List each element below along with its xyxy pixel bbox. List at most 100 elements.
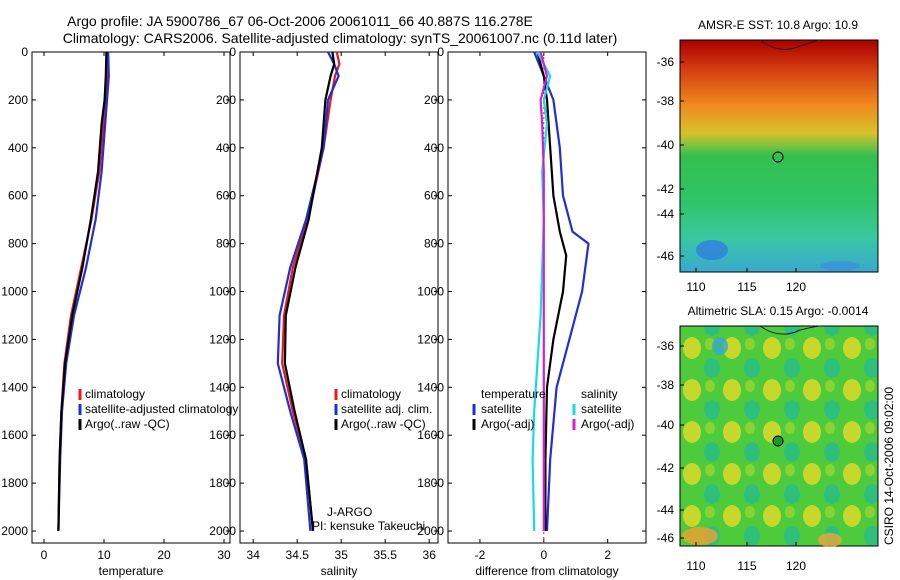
map-y-tick-label: -46	[657, 531, 675, 545]
y-tick-label: 1800	[209, 476, 236, 490]
legend-label: satellite-adjusted climatology	[85, 402, 238, 416]
sla-map-title: Altimetric SLA: 0.15 Argo: -0.0014	[688, 304, 869, 318]
y-tick-label: 0	[437, 45, 444, 59]
sla-map: Altimetric SLA: 0.15 Argo: -0.0014 -36 -3…	[657, 304, 896, 573]
annotation: J-ARGO	[327, 505, 372, 519]
legend-label: climatology	[85, 387, 145, 401]
legend-label: temperature	[481, 387, 546, 401]
legend-label: climatology	[341, 387, 401, 401]
series-line-climatology	[281, 51, 341, 532]
sla-warm-patch	[818, 533, 842, 547]
legend-label: Argo(..raw -QC)	[85, 417, 170, 431]
map-x-tick-label: 120	[786, 280, 806, 294]
map-y-tick-label: -38	[657, 378, 675, 392]
map-x-tick-label: 110	[686, 280, 705, 294]
plot-frame	[31, 51, 231, 544]
legend-label: Argo(..raw -QC)	[341, 417, 426, 431]
y-tick-label: 1400	[209, 380, 236, 394]
y-tick-label: 0	[21, 45, 28, 59]
map-y-tick-label: -44	[657, 503, 675, 517]
argo-position-marker	[772, 435, 784, 447]
sst-blue-patch	[820, 261, 860, 271]
legend-label: Argo(-adj)	[481, 417, 534, 431]
map-y-tick-label: -44	[657, 207, 675, 221]
y-tick-label: 800	[8, 237, 28, 251]
y-tick-label: 200	[216, 93, 236, 107]
legend-label: salinity	[581, 387, 618, 401]
map-y-tick-label: -40	[657, 418, 675, 432]
y-tick-label: 1800	[417, 476, 444, 490]
y-tick-label: 600	[216, 189, 236, 203]
y-tick-label: 400	[8, 141, 28, 155]
x-tick-label: 36	[423, 548, 437, 562]
x-tick-label: 34.5	[286, 548, 310, 562]
y-tick-label: 1000	[1, 285, 28, 299]
x-axis-label: difference from climatology	[475, 564, 618, 578]
x-tick-label: 2	[604, 548, 611, 562]
y-tick-label: 2000	[1, 524, 28, 538]
y-tick-label: 0	[229, 45, 236, 59]
y-tick-label: 600	[424, 189, 444, 203]
sst-map-title: AMSR-E SST: 10.8 Argo: 10.9	[698, 18, 858, 32]
legend-label: Argo(-adj)	[581, 417, 634, 431]
x-tick-label: 35.5	[374, 548, 398, 562]
sla-coast-contour	[759, 325, 821, 335]
map-x-tick-label: 115	[737, 559, 756, 573]
x-tick-label: -2	[475, 548, 486, 562]
map-x-tick-label: 120	[786, 559, 806, 573]
y-tick-label: 200	[424, 93, 444, 107]
y-tick-label: 600	[8, 189, 28, 203]
salinity-panel: 0 200 400 600 800 1000 1200 1400 1600 1800 2000 34 3…	[209, 45, 439, 578]
y-tick-label: 1400	[1, 380, 28, 394]
y-tick-label: 1200	[209, 332, 236, 346]
map-y-tick-label: -36	[657, 55, 675, 69]
map-x-tick-label: 115	[737, 280, 756, 294]
x-axis-label: salinity	[321, 564, 358, 578]
y-tick-label: 1600	[209, 428, 236, 442]
x-tick-label: 30	[217, 548, 231, 562]
map-y-tick-label: -38	[657, 94, 675, 108]
y-tick-label: 1200	[417, 332, 444, 346]
series-line-magenta	[539, 51, 549, 531]
y-tick-label: 1600	[417, 428, 444, 442]
y-tick-label: 1200	[1, 332, 28, 346]
x-axis-label: temperature	[99, 564, 164, 578]
sla-warm-patch	[682, 527, 718, 545]
sla-cool-patch	[712, 337, 728, 355]
annotation: PI: kensuke Takeuchi	[312, 519, 425, 533]
map-y-tick-label: -46	[657, 249, 675, 263]
y-tick-label: 1600	[1, 428, 28, 442]
x-tick-label: 34	[247, 548, 261, 562]
map-y-tick-label: -40	[657, 138, 675, 152]
x-tick-label: 0	[41, 548, 48, 562]
y-tick-label: 2000	[417, 524, 444, 538]
series-line-argo	[536, 51, 568, 531]
y-tick-label: 1000	[209, 285, 236, 299]
sst-blue-patch	[696, 240, 728, 260]
y-tick-label: 200	[8, 93, 28, 107]
map-y-tick-label: -36	[657, 339, 675, 353]
x-tick-label: 20	[157, 548, 171, 562]
argo-position-marker	[772, 151, 784, 163]
y-tick-label: 1000	[417, 285, 444, 299]
x-tick-label: 10	[97, 548, 111, 562]
y-tick-label: 800	[424, 237, 444, 251]
credit-label: CSIRO 14-Oct-2006 09:02:00	[882, 387, 896, 545]
legend-label: satellite	[481, 402, 522, 416]
map-x-tick-label: 110	[686, 559, 705, 573]
y-tick-label: 1400	[417, 380, 444, 394]
y-tick-label: 400	[424, 141, 444, 155]
x-tick-label: 0	[540, 548, 547, 562]
x-tick-label: 35	[335, 548, 349, 562]
series-line-argo	[57, 51, 108, 532]
sst-map: AMSR-E SST: 10.8 Argo: 10.9 -36 -38 -40 -42…	[657, 18, 879, 294]
series-line-satellite	[533, 51, 590, 532]
y-tick-label: 400	[216, 141, 236, 155]
figure-title-line1: Argo profile: JA 5900786_67 06-Oct-2006 …	[67, 13, 533, 29]
y-tick-label: 1800	[1, 476, 28, 490]
legend-label: satellite adj. clim.	[341, 402, 432, 416]
y-tick-label: 2000	[209, 524, 236, 538]
map-y-tick-label: -42	[657, 182, 675, 196]
